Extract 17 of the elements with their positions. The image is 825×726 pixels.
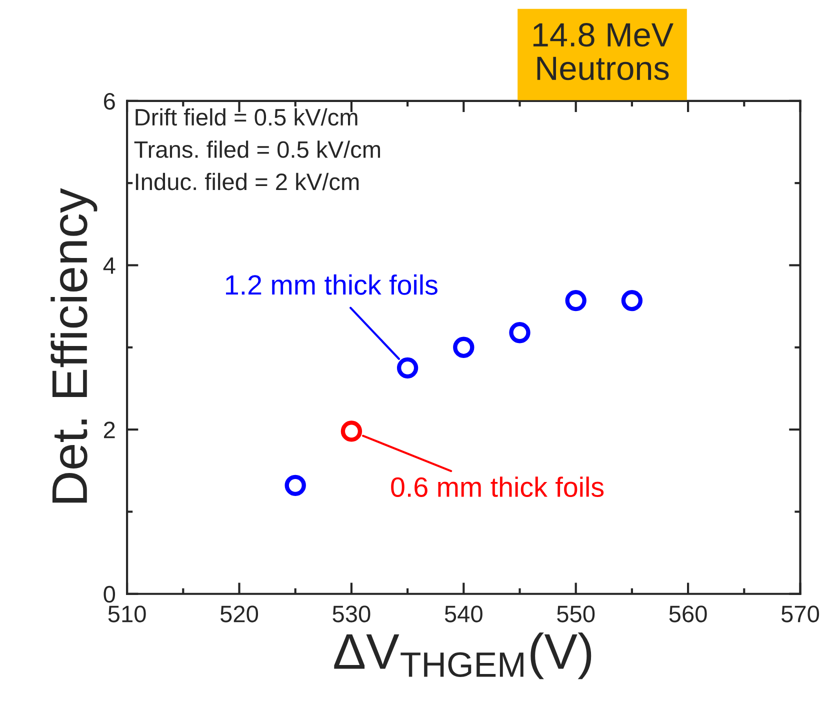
x-tick-label: 550 bbox=[557, 606, 595, 622]
y-tick-label: 2 bbox=[104, 422, 115, 438]
x-tick-label: 510 bbox=[108, 606, 146, 622]
annotation: Drift field = 0.5 kV/cm Trans. filed = 0.5 kV/cm Induc. filed = 2 kV/cm bbox=[134, 108, 380, 190]
y-tick-label: 4 bbox=[103, 258, 116, 274]
x-tick-label: 540 bbox=[444, 606, 482, 622]
x-tick-label: 570 bbox=[782, 606, 820, 622]
x-tick-label: 530 bbox=[332, 606, 370, 622]
x-tick-label: 520 bbox=[220, 606, 258, 622]
x-tick-label: 560 bbox=[669, 606, 707, 622]
y-tick-label: 6 bbox=[104, 92, 115, 110]
annotation: 0.6 mm thick foils bbox=[391, 476, 604, 497]
annotation: 1.2 mm thick foils bbox=[226, 274, 438, 295]
x-axis-title: ΔV$_{THGEM}$(V) bbox=[334, 632, 592, 680]
chart-title: 14.8 MeV Neutrons bbox=[533, 23, 674, 80]
y-tick-label: 0 bbox=[104, 586, 116, 603]
y-axis-title: Det. Efficiency bbox=[50, 188, 98, 503]
